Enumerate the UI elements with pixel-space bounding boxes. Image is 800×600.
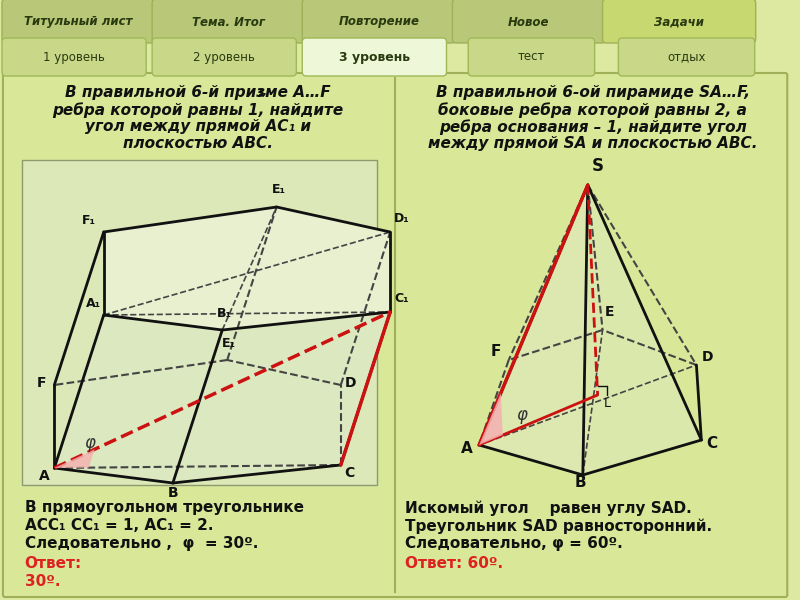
Text: Задачи: Задачи (654, 16, 704, 28)
Text: боковые ребра которой равны 2, а: боковые ребра которой равны 2, а (438, 102, 747, 118)
Text: D₁: D₁ (394, 212, 410, 225)
Text: Треугольник SAD равносторонний.: Треугольник SAD равносторонний. (405, 518, 712, 533)
Text: между прямой SA и плоскостью ABC.: между прямой SA и плоскостью ABC. (428, 136, 758, 151)
Text: В правильной 6-й призме А…F: В правильной 6-й призме А…F (65, 85, 330, 100)
Text: F: F (37, 376, 46, 390)
Polygon shape (54, 312, 390, 483)
Text: ребра основания – 1, найдите угол: ребра основания – 1, найдите угол (439, 119, 746, 135)
Text: Следовательно ,  φ  = 30º.: Следовательно , φ = 30º. (25, 536, 258, 551)
Text: S: S (592, 157, 604, 175)
Text: Тема. Итог: Тема. Итог (192, 16, 265, 28)
FancyBboxPatch shape (2, 38, 146, 76)
Text: Новое: Новое (508, 16, 550, 28)
Text: B: B (575, 475, 586, 490)
FancyBboxPatch shape (302, 38, 446, 76)
Text: Ответ: 60º.: Ответ: 60º. (405, 556, 503, 571)
FancyBboxPatch shape (602, 0, 756, 43)
Text: В правильной 6-ой пирамиде SA…F,: В правильной 6-ой пирамиде SA…F, (436, 85, 750, 100)
Polygon shape (479, 185, 588, 475)
Text: D: D (702, 350, 713, 364)
Text: C₁: C₁ (394, 292, 409, 305)
Text: отдых: отдых (667, 50, 706, 64)
Text: E₁: E₁ (272, 183, 286, 196)
Text: C: C (706, 436, 718, 451)
FancyBboxPatch shape (618, 38, 754, 76)
FancyBboxPatch shape (2, 0, 155, 43)
FancyBboxPatch shape (453, 0, 606, 43)
Text: 30º.: 30º. (25, 574, 60, 589)
Text: F₁: F₁ (82, 214, 96, 227)
Text: В прямоугольном треугольнике: В прямоугольном треугольнике (25, 500, 304, 515)
Polygon shape (104, 207, 390, 330)
Text: плоскостью ABC.: плоскостью ABC. (122, 136, 273, 151)
Polygon shape (54, 449, 94, 468)
Text: 1 уровень: 1 уровень (43, 50, 105, 64)
Text: B₁: B₁ (218, 307, 232, 320)
Text: E₁: E₁ (222, 337, 236, 350)
FancyBboxPatch shape (152, 38, 296, 76)
Text: D: D (345, 376, 356, 390)
FancyBboxPatch shape (468, 38, 594, 76)
Text: Титульный лист: Титульный лист (24, 16, 133, 28)
Polygon shape (479, 393, 502, 445)
Text: АСС₁ СС₁ = 1, АС₁ = 2.: АСС₁ СС₁ = 1, АС₁ = 2. (25, 518, 213, 533)
Text: 3 уровень: 3 уровень (339, 50, 410, 64)
FancyBboxPatch shape (3, 73, 787, 597)
Text: Следовательно, φ = 60º.: Следовательно, φ = 60º. (405, 536, 622, 551)
Text: F: F (491, 344, 502, 359)
Text: тест: тест (518, 50, 545, 64)
Text: A: A (462, 441, 473, 456)
FancyBboxPatch shape (302, 0, 455, 43)
Text: C: C (345, 466, 355, 480)
FancyBboxPatch shape (152, 0, 306, 43)
Text: B: B (168, 486, 178, 500)
Text: φ: φ (517, 406, 528, 424)
Text: 2 уровень: 2 уровень (194, 50, 255, 64)
Text: Ответ:: Ответ: (25, 556, 82, 571)
Text: ₁,: ₁, (257, 85, 267, 98)
FancyBboxPatch shape (22, 160, 378, 485)
Text: Повторение: Повторение (338, 16, 419, 28)
Text: ребра которой равны 1, найдите: ребра которой равны 1, найдите (52, 102, 343, 118)
Polygon shape (583, 185, 702, 475)
Text: A: A (38, 469, 50, 483)
Text: Искомый угол    равен углу SAD.: Искомый угол равен углу SAD. (405, 500, 692, 515)
Text: угол между прямой АС₁ и: угол между прямой АС₁ и (85, 119, 310, 134)
Text: L: L (603, 397, 610, 410)
Text: E: E (605, 305, 614, 319)
Text: φ: φ (84, 434, 95, 452)
Text: A₁: A₁ (86, 297, 101, 310)
Polygon shape (341, 232, 390, 465)
